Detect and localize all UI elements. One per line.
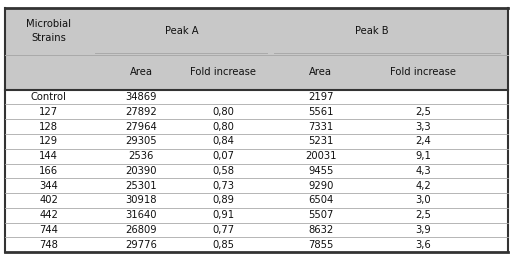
Text: 3,0: 3,0 — [416, 196, 431, 205]
Text: 5231: 5231 — [308, 136, 333, 146]
Text: 31640: 31640 — [125, 210, 157, 220]
Text: 2,4: 2,4 — [416, 136, 431, 146]
Text: 0,77: 0,77 — [212, 225, 234, 235]
Text: 2197: 2197 — [308, 92, 333, 102]
Text: 2,5: 2,5 — [416, 107, 431, 117]
Text: 128: 128 — [39, 122, 58, 132]
Text: 9,1: 9,1 — [416, 151, 431, 161]
Text: 3,9: 3,9 — [416, 225, 431, 235]
Text: 20031: 20031 — [305, 151, 337, 161]
Text: Peak B: Peak B — [355, 26, 389, 36]
Text: 166: 166 — [39, 166, 58, 176]
Text: 144: 144 — [40, 151, 58, 161]
Text: Microbial
Strains: Microbial Strains — [26, 19, 71, 43]
Text: 402: 402 — [40, 196, 58, 205]
Text: 34869: 34869 — [125, 92, 157, 102]
Text: 2,5: 2,5 — [416, 210, 431, 220]
Text: 5507: 5507 — [308, 210, 333, 220]
Text: 0,58: 0,58 — [212, 166, 234, 176]
Text: Area: Area — [309, 67, 332, 77]
Text: 0,84: 0,84 — [212, 136, 234, 146]
Text: 3,3: 3,3 — [416, 122, 431, 132]
Text: 129: 129 — [39, 136, 58, 146]
Text: 0,80: 0,80 — [212, 122, 234, 132]
Text: 9290: 9290 — [308, 181, 333, 191]
Text: 29305: 29305 — [125, 136, 157, 146]
Text: 5561: 5561 — [308, 107, 333, 117]
Text: Fold increase: Fold increase — [190, 67, 256, 77]
Text: 4,2: 4,2 — [416, 181, 431, 191]
Text: 25301: 25301 — [125, 181, 157, 191]
Text: 0,91: 0,91 — [212, 210, 234, 220]
Text: Control: Control — [31, 92, 67, 102]
Text: 6504: 6504 — [308, 196, 333, 205]
Text: 9455: 9455 — [308, 166, 333, 176]
Text: 7855: 7855 — [308, 240, 333, 250]
Text: 0,85: 0,85 — [212, 240, 234, 250]
Text: Area: Area — [130, 67, 152, 77]
Text: 127: 127 — [39, 107, 58, 117]
Text: 4,3: 4,3 — [416, 166, 431, 176]
Text: 27964: 27964 — [125, 122, 157, 132]
Text: Fold increase: Fold increase — [390, 67, 456, 77]
Text: 744: 744 — [40, 225, 58, 235]
Text: 7331: 7331 — [308, 122, 333, 132]
Text: 0,73: 0,73 — [212, 181, 234, 191]
Text: 0,07: 0,07 — [212, 151, 234, 161]
Text: 442: 442 — [40, 210, 58, 220]
Text: 748: 748 — [40, 240, 58, 250]
Text: 3,6: 3,6 — [416, 240, 431, 250]
Text: 8632: 8632 — [308, 225, 333, 235]
Text: 27892: 27892 — [125, 107, 157, 117]
Text: 2536: 2536 — [128, 151, 154, 161]
Text: 344: 344 — [40, 181, 58, 191]
Text: 0,89: 0,89 — [212, 196, 234, 205]
Bar — [5, 8, 508, 90]
Text: 29776: 29776 — [125, 240, 157, 250]
Text: Peak A: Peak A — [165, 26, 199, 36]
Text: 0,80: 0,80 — [212, 107, 234, 117]
Text: 30918: 30918 — [125, 196, 157, 205]
Text: 26809: 26809 — [125, 225, 157, 235]
Text: 20390: 20390 — [125, 166, 157, 176]
